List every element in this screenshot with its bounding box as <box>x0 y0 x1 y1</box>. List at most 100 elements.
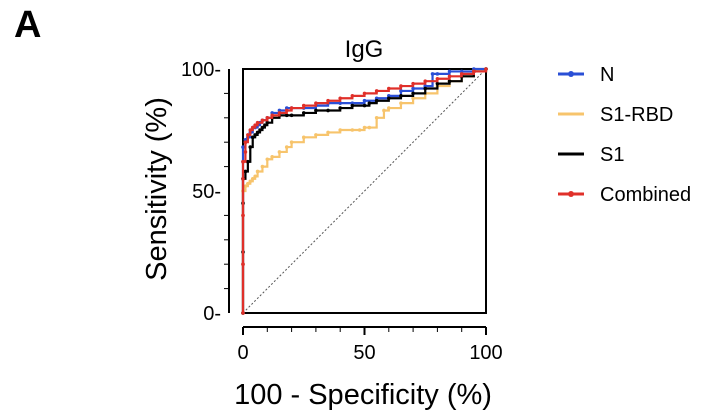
legend-marker <box>568 191 574 197</box>
data-point <box>362 91 367 96</box>
data-point <box>258 128 262 132</box>
data-point <box>246 133 250 137</box>
y-tick-label: 50- <box>192 181 221 203</box>
data-point <box>387 96 391 101</box>
data-point <box>241 311 245 315</box>
data-point <box>350 103 355 108</box>
data-point <box>255 169 260 174</box>
data-point <box>284 145 289 149</box>
data-point <box>338 101 343 105</box>
series-combined <box>241 67 488 315</box>
data-point <box>246 181 250 186</box>
data-point <box>399 89 403 93</box>
data-point <box>314 101 318 105</box>
data-point <box>260 118 265 123</box>
data-point <box>243 169 248 174</box>
data-point <box>338 96 343 101</box>
data-point <box>423 86 428 91</box>
data-point <box>338 106 343 110</box>
x-tick-label: 50 <box>353 342 375 364</box>
data-point <box>277 150 282 154</box>
y-tick-label: 0- <box>203 303 221 325</box>
reference-diagonal <box>242 68 487 314</box>
data-point <box>459 72 464 76</box>
data-point <box>314 108 318 113</box>
data-point <box>411 96 415 101</box>
data-point <box>265 116 270 120</box>
data-point <box>314 133 318 137</box>
x-tick-label: 0 <box>237 342 248 364</box>
data-point <box>248 179 253 184</box>
data-point <box>255 120 260 125</box>
data-point <box>246 159 250 164</box>
data-point <box>255 130 260 135</box>
x-tick-label: 100 <box>469 342 502 364</box>
data-point <box>243 150 248 154</box>
data-point <box>447 69 452 74</box>
data-point <box>430 72 435 76</box>
data-point <box>338 128 343 132</box>
data-point <box>248 145 253 149</box>
legend-item: S1-RBD <box>558 104 673 126</box>
diagonal-line <box>242 68 487 314</box>
data-point <box>399 101 403 105</box>
data-point <box>301 111 306 115</box>
data-point <box>435 72 440 76</box>
data-point <box>411 86 415 91</box>
data-point <box>435 81 440 86</box>
legend-marker <box>568 71 574 77</box>
data-point <box>250 125 255 130</box>
data-point <box>374 89 379 93</box>
data-point <box>243 140 248 144</box>
data-point <box>260 125 265 130</box>
data-point <box>362 125 367 130</box>
data-point <box>289 106 294 110</box>
chart-title: IgG <box>345 36 384 63</box>
data-point <box>367 125 372 130</box>
data-point <box>270 113 274 118</box>
data-point <box>270 155 274 159</box>
y-tick-label: 100- <box>181 59 221 81</box>
data-point <box>387 86 391 91</box>
data-point <box>253 174 257 179</box>
legend-label: N <box>600 64 614 86</box>
data-point <box>265 120 270 125</box>
data-point <box>248 128 253 132</box>
data-point <box>301 103 306 108</box>
series-s1 <box>241 67 488 315</box>
data-point <box>484 67 488 71</box>
data-point <box>374 98 379 103</box>
data-point <box>265 157 270 162</box>
legend-label: Combined <box>600 184 691 206</box>
legend-item: N <box>558 64 614 86</box>
data-point <box>447 74 452 79</box>
data-point <box>382 108 386 113</box>
data-point <box>241 177 245 181</box>
x-axis-label: 100 - Specificity (%) <box>234 379 492 411</box>
legend: N S1-RBD S1 Combined <box>558 64 691 206</box>
data-point <box>411 91 415 96</box>
legend-item: Combined <box>558 184 691 206</box>
data-point <box>241 159 245 164</box>
legend-item: S1 <box>558 144 624 166</box>
data-point <box>374 116 379 120</box>
data-point <box>367 101 372 105</box>
series-lines <box>241 67 488 315</box>
data-point <box>241 145 245 149</box>
data-point <box>260 164 265 169</box>
data-point <box>241 262 245 267</box>
data-point <box>472 69 476 74</box>
data-point <box>284 108 289 113</box>
legend-label: S1 <box>600 144 624 166</box>
data-point <box>447 79 452 83</box>
data-point <box>423 79 428 83</box>
data-point <box>263 123 267 127</box>
data-point <box>253 133 257 137</box>
data-point <box>362 98 367 103</box>
data-point <box>387 106 391 110</box>
data-point <box>326 130 330 135</box>
y-axis-label: Sensitivity (%) <box>141 97 173 281</box>
data-point <box>241 213 245 218</box>
data-point <box>411 81 415 86</box>
